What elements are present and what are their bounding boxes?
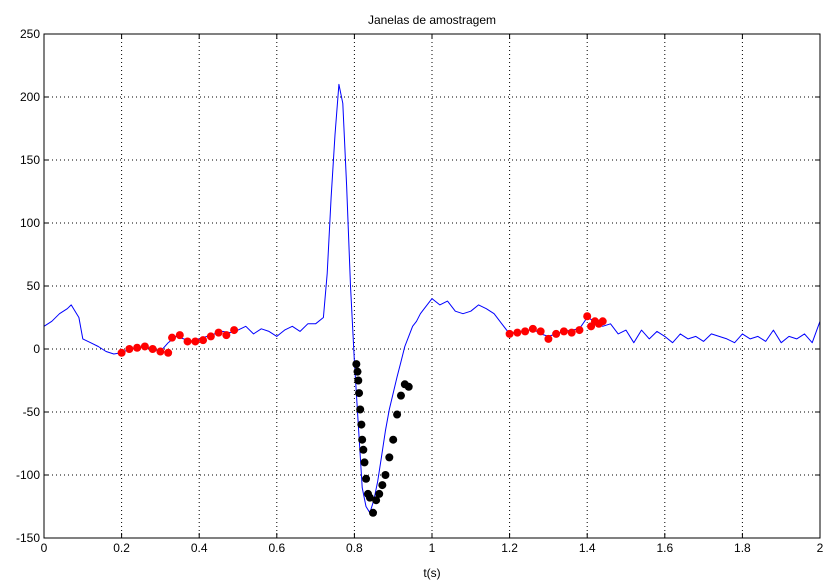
sample-point (156, 347, 165, 356)
sample-point (359, 445, 368, 454)
sample-point (352, 360, 361, 369)
sample-point (357, 420, 366, 429)
y-tick-label: 200 (20, 90, 40, 104)
sample-point (389, 435, 398, 444)
y-tick-label: 150 (20, 153, 40, 167)
sample-point (505, 329, 514, 338)
sample-point (140, 342, 149, 351)
sample-point (381, 471, 390, 479)
sample-point (365, 493, 374, 502)
sample-point (393, 410, 402, 419)
sample-point (125, 345, 134, 353)
x-tick-label: 1.4 (579, 541, 596, 555)
sample-point (354, 376, 363, 385)
sample-point (378, 481, 387, 490)
signal-line (43, 83, 821, 514)
sample-point (206, 332, 215, 341)
x-tick-label: 0 (41, 541, 48, 555)
sample-point (369, 508, 378, 517)
sample-point (214, 328, 223, 337)
y-tick-label: -150 (16, 531, 40, 545)
x-tick-label: 2 (817, 541, 824, 555)
x-tick-labels: 0 0.2 0.4 0.6 0.8 1 1.2 1.4 1.6 1.8 2 (41, 541, 824, 555)
sample-point (164, 348, 173, 357)
sample-point (222, 331, 231, 340)
x-tick-label: 0.8 (346, 541, 363, 555)
sample-point (385, 453, 394, 462)
sample-point (528, 324, 537, 333)
y-tick-label: 0 (33, 342, 40, 356)
y-tick-label: 50 (27, 279, 41, 293)
sample-point (375, 489, 384, 498)
sample-point (353, 367, 362, 376)
sample-point (168, 333, 177, 342)
sample-point (360, 458, 369, 467)
sample-point (575, 326, 584, 335)
sample-point (567, 328, 576, 337)
chart-title: Janelas de amostragem (368, 13, 496, 27)
sample-point (362, 474, 371, 483)
sample-point (133, 343, 142, 352)
y-tick-label: -50 (23, 405, 41, 419)
sample-point (396, 391, 405, 400)
sample-point (355, 389, 364, 398)
sample-window-markers (117, 312, 607, 517)
x-tick-label: 1.6 (656, 541, 673, 555)
sample-point (521, 327, 530, 336)
y-tick-label: -100 (16, 468, 40, 482)
axis-ticks (43, 33, 821, 539)
sample-point (175, 331, 184, 340)
x-tick-label: 1.2 (501, 541, 518, 555)
sample-point (404, 382, 413, 391)
x-tick-label: 0.2 (113, 541, 130, 555)
sample-point (583, 312, 592, 321)
grid-lines (44, 34, 820, 538)
sample-point (372, 496, 381, 505)
sample-point (356, 405, 365, 414)
sample-point (559, 327, 568, 336)
signal-series (43, 83, 821, 514)
y-tick-label: 100 (20, 216, 40, 230)
sample-point (148, 345, 157, 353)
sample-point (358, 435, 367, 444)
x-tick-label: 0.6 (268, 541, 285, 555)
sample-point (183, 337, 192, 346)
sample-point (513, 328, 522, 337)
x-tick-label: 1.8 (734, 541, 751, 555)
sample-point (191, 337, 200, 346)
sample-point (199, 336, 208, 345)
x-axis-label: t(s) (423, 566, 440, 580)
sample-point (117, 348, 126, 357)
sample-point (536, 327, 545, 336)
sample-point (544, 334, 553, 343)
y-tick-labels: -150 -100 -50 0 50 100 150 200 250 (16, 27, 40, 545)
sample-point (552, 329, 561, 338)
x-tick-label: 0.4 (191, 541, 208, 555)
y-tick-label: 250 (20, 27, 40, 41)
x-tick-label: 1 (429, 541, 436, 555)
sample-point (598, 317, 607, 326)
sample-point (230, 326, 239, 335)
